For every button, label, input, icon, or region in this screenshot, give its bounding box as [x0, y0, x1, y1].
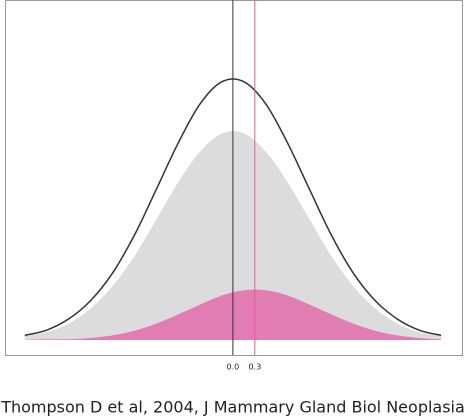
x-tick-label: 0.0 — [227, 363, 240, 372]
x-tick-label: 0.3 — [248, 363, 261, 372]
caption: (Thompson D et al, 2004, J Mammary Gland… — [0, 398, 466, 417]
